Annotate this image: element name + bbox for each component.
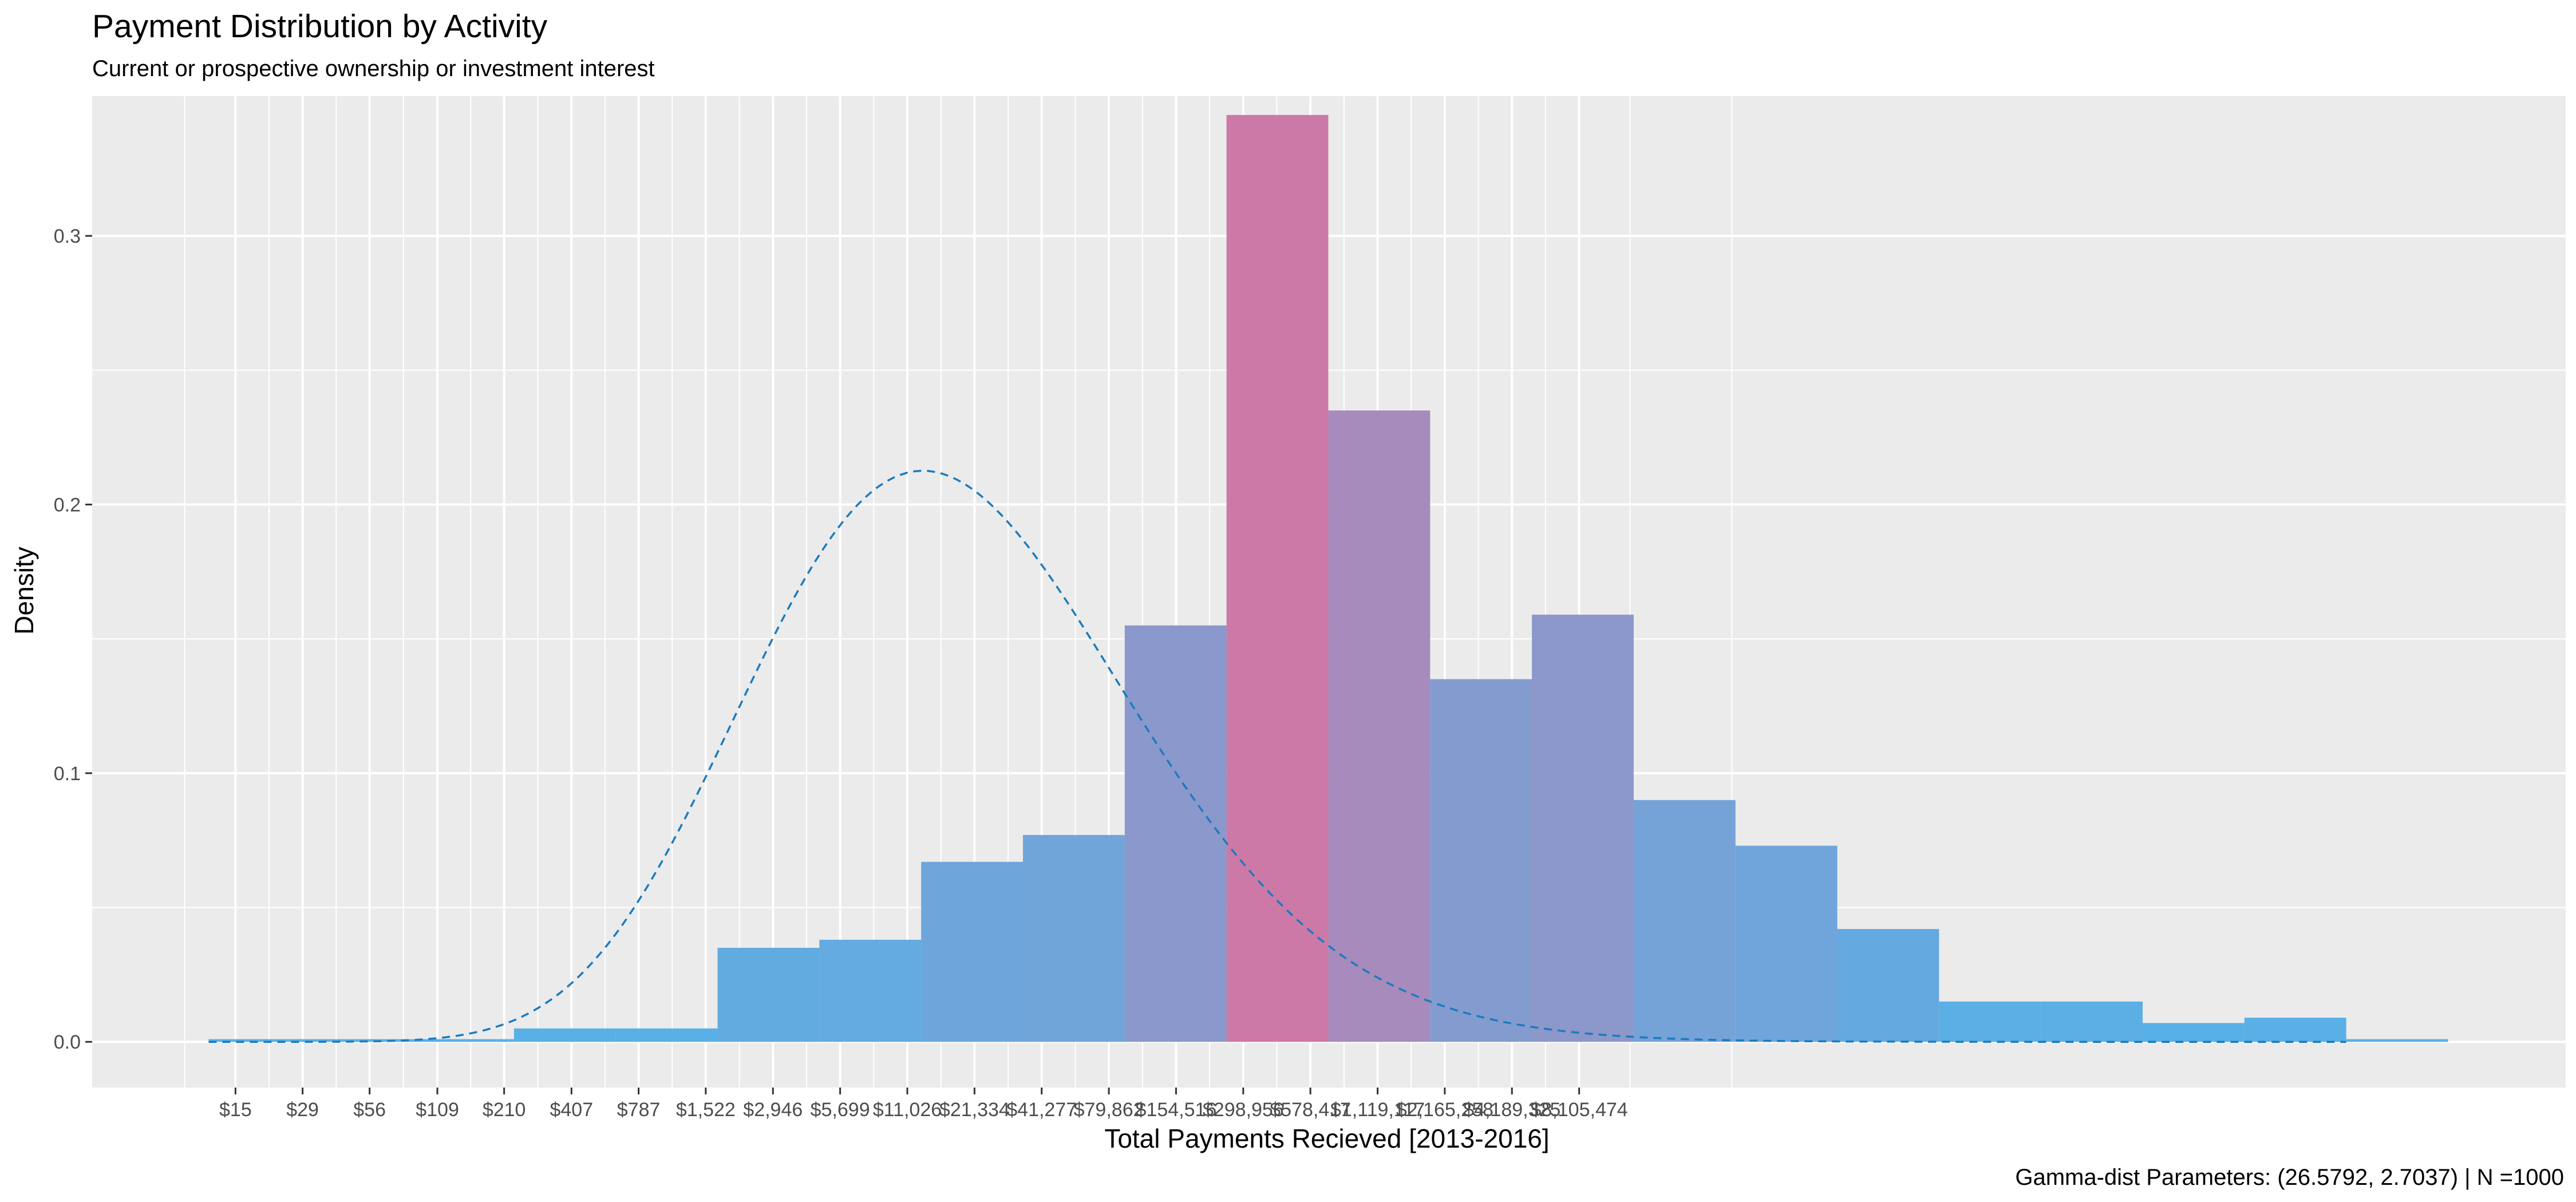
y-tick-label: 0.2	[54, 494, 81, 516]
histogram-bar	[615, 1028, 718, 1042]
x-tick-label: $154,516	[1136, 1099, 1217, 1121]
x-tick-label: $298,956	[1203, 1099, 1284, 1121]
x-tick-label: $1,119,117	[1330, 1099, 1425, 1121]
gamma-fit-curve	[208, 469, 2346, 1043]
histogram-bar	[1532, 614, 1634, 1042]
x-tick-label: $8,105,474	[1531, 1099, 1628, 1121]
x-axis-label: Total Payments Recieved [2013-2016]	[1104, 1124, 1549, 1153]
histogram-bar	[1124, 625, 1227, 1042]
histogram-bar	[2244, 1017, 2346, 1042]
x-tick-label: $15	[219, 1099, 252, 1121]
x-tick-label: $210	[483, 1099, 526, 1121]
histogram-bar	[1939, 1001, 2041, 1042]
x-tick-label: $109	[416, 1099, 459, 1121]
histogram-bar	[1226, 114, 1329, 1042]
chart-title: Payment Distribution by Activity	[92, 8, 548, 45]
histogram-bar	[1022, 835, 1125, 1042]
y-tick-label: 0.1	[54, 763, 81, 785]
histogram-bar	[208, 1039, 311, 1042]
histogram-bar	[1328, 410, 1431, 1042]
y-tick-label: 0.0	[54, 1031, 81, 1053]
x-tick-label: $5,699	[811, 1099, 870, 1121]
x-tick-label: $79,862	[1074, 1099, 1144, 1121]
x-tick-label: $11,026	[873, 1099, 942, 1121]
x-tick-label: $1,522	[676, 1099, 736, 1121]
histogram-bar	[513, 1028, 616, 1042]
histogram-bar	[2041, 1001, 2143, 1042]
x-axis-ticks: $15 $29 $56 $109 $210 $407 $787 $1,522 $2,946 $5,…	[219, 1088, 1628, 1121]
histogram-bar	[412, 1039, 514, 1042]
x-tick-label: $21,334	[939, 1099, 1010, 1121]
histogram-bar	[1633, 800, 1736, 1042]
histogram-bar	[717, 947, 820, 1042]
histogram-bar	[2346, 1039, 2448, 1042]
x-tick-label: $41,277	[1006, 1099, 1077, 1121]
x-tick-label: $407	[550, 1099, 593, 1121]
x-tick-label: $29	[286, 1099, 319, 1121]
y-axis-ticks: 0.0 0.1 0.2 0.3	[54, 226, 92, 1053]
x-tick-label: $578,417	[1270, 1099, 1351, 1121]
histogram-bar	[819, 939, 922, 1042]
histogram-bar	[2142, 1023, 2245, 1042]
histogram-bar	[921, 861, 1023, 1042]
histogram-bar	[1735, 845, 1838, 1042]
histogram-bar	[310, 1039, 413, 1042]
chart-subtitle: Current or prospective ownership or inve…	[92, 56, 655, 81]
histogram-bar	[1837, 929, 1939, 1042]
x-tick-label: $4,189,325	[1463, 1099, 1560, 1121]
histogram-bars	[208, 114, 2448, 1042]
x-tick-label: $2,946	[743, 1099, 803, 1121]
x-tick-label: $2,165,258	[1396, 1099, 1494, 1121]
x-tick-label: $56	[353, 1099, 386, 1121]
histogram-bar	[1430, 679, 1532, 1042]
chart-caption: Gamma-dist Parameters: (26.5792, 2.7037)…	[2015, 1165, 2564, 1190]
x-tick-label: $787	[617, 1099, 661, 1121]
y-tick-label: 0.3	[54, 226, 81, 247]
y-axis-label: Density	[9, 547, 39, 634]
